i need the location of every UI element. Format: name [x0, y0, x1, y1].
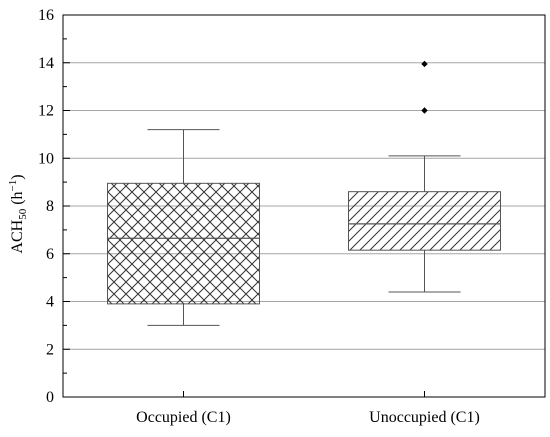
x-tick-label: Unoccupied (C1) — [369, 409, 480, 426]
y-tick-label: 14 — [38, 55, 54, 72]
y-axis-label-unit-close: ) — [9, 174, 26, 179]
y-axis-label-base: ACH — [9, 219, 26, 253]
outlier-point — [421, 60, 428, 68]
boxes — [107, 60, 501, 326]
y-tick-label: 2 — [46, 341, 54, 358]
interquartile-box — [107, 182, 260, 305]
y-tick-label: 6 — [46, 246, 54, 263]
y-tick-label: 10 — [38, 150, 54, 167]
x-axis-tick-labels: Occupied (C1) Unoccupied (C1) — [136, 391, 480, 426]
x-tick-label: Occupied (C1) — [136, 409, 231, 426]
y-tick-label: 12 — [38, 103, 54, 120]
y-axis-label-superscript: −1 — [7, 180, 19, 192]
box-2 — [348, 60, 501, 293]
y-tick-label: 8 — [46, 198, 54, 215]
y-axis-ticks: 0 2 4 6 8 10 12 14 16 — [38, 7, 70, 406]
y-tick-label: 0 — [46, 389, 54, 406]
y-tick-label: 16 — [38, 7, 54, 24]
y-tick-label: 4 — [46, 294, 54, 311]
y-axis-label: ACH50 (h−1) — [7, 174, 29, 253]
outlier-point — [421, 107, 428, 114]
y-axis-label-unit-open: (h — [9, 191, 26, 208]
box-1 — [107, 129, 260, 326]
y-axis-label-subscript: 50 — [17, 208, 29, 220]
interquartile-box — [348, 191, 501, 251]
